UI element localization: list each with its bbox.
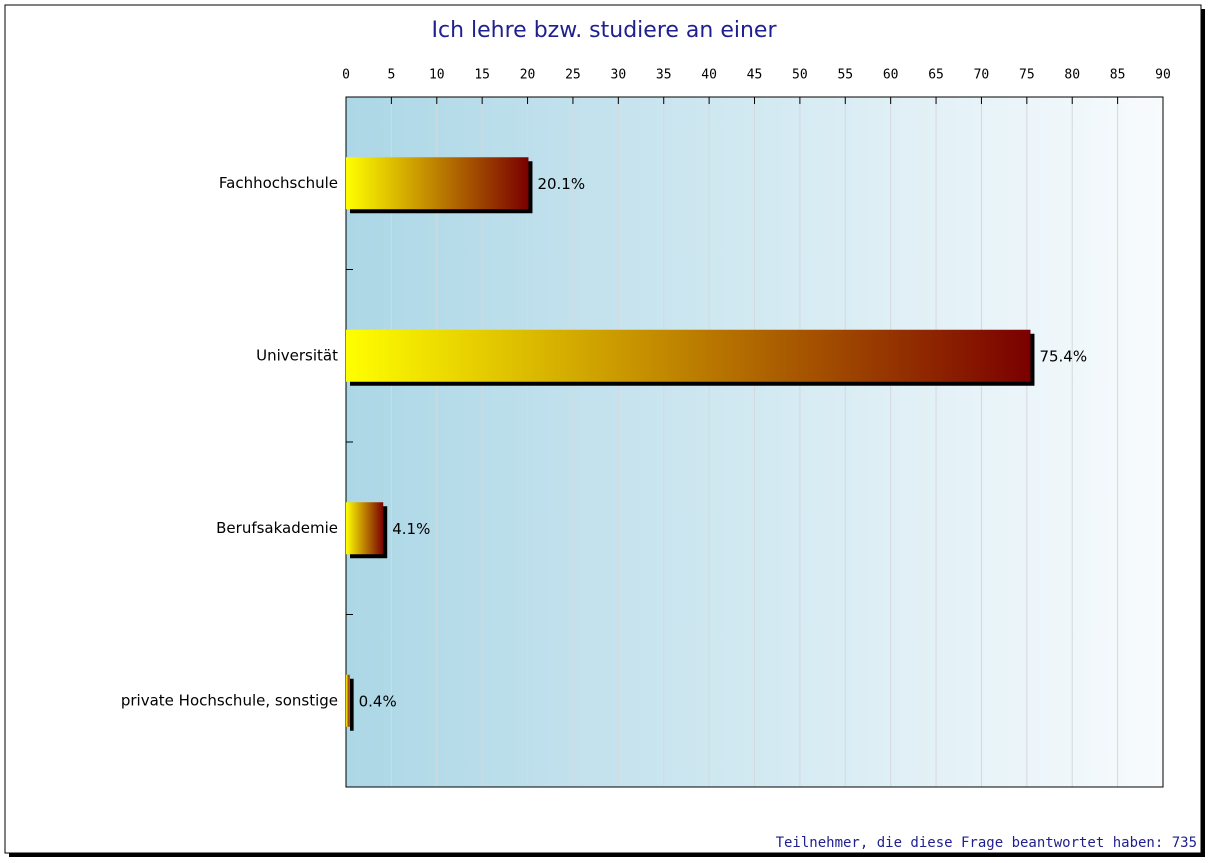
x-tick-label: 80 bbox=[1064, 68, 1080, 83]
data-label: 0.4% bbox=[359, 692, 397, 710]
footnote: Teilnehmer, die diese Frage beantwortet … bbox=[776, 835, 1197, 851]
x-tick-label: 50 bbox=[792, 68, 808, 83]
x-tick-label: 15 bbox=[474, 68, 490, 83]
y-tick-label: Fachhochschule bbox=[219, 174, 338, 192]
x-tick-label: 0 bbox=[342, 68, 350, 83]
y-tick-label: private Hochschule, sonstige bbox=[121, 691, 338, 709]
x-tick-label: 65 bbox=[928, 68, 944, 83]
x-tick-label: 10 bbox=[429, 68, 445, 83]
bar bbox=[346, 674, 350, 727]
x-tick-label: 5 bbox=[387, 68, 395, 83]
chart-title: Ich lehre bzw. studiere an einer bbox=[432, 18, 778, 43]
x-tick-label: 55 bbox=[837, 68, 853, 83]
x-tick-label: 70 bbox=[974, 68, 990, 83]
y-tick-label: Berufsakademie bbox=[216, 519, 338, 537]
data-label: 4.1% bbox=[392, 520, 430, 538]
x-tick-label: 60 bbox=[883, 68, 899, 83]
x-tick-label: 45 bbox=[747, 68, 763, 83]
data-label: 75.4% bbox=[1039, 347, 1087, 365]
x-tick-label: 90 bbox=[1155, 68, 1171, 83]
bar bbox=[346, 329, 1031, 382]
x-tick-label: 25 bbox=[565, 68, 581, 83]
y-tick-label: Universität bbox=[256, 346, 338, 364]
data-label: 20.1% bbox=[537, 175, 585, 193]
x-tick-label: 35 bbox=[656, 68, 672, 83]
x-tick-label: 75 bbox=[1019, 68, 1035, 83]
x-tick-label: 40 bbox=[701, 68, 717, 83]
bar bbox=[346, 502, 384, 555]
bar-shadow bbox=[350, 678, 354, 731]
x-tick-label: 20 bbox=[520, 68, 536, 83]
bar bbox=[346, 157, 529, 210]
x-tick-label: 85 bbox=[1110, 68, 1126, 83]
x-tick-label: 30 bbox=[611, 68, 627, 83]
